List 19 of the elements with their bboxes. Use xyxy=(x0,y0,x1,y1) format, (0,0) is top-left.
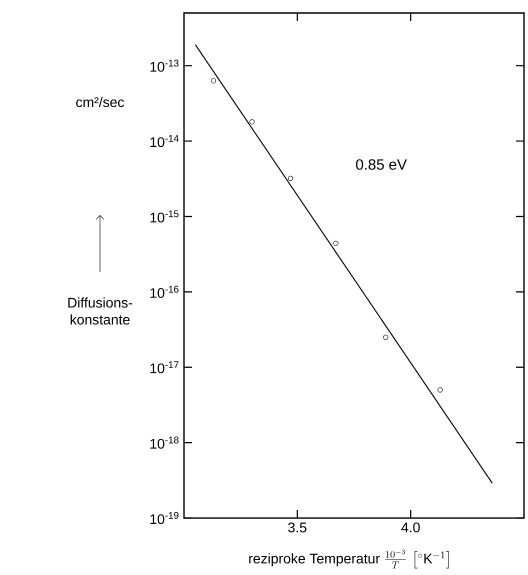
text: cm²/sec xyxy=(76,96,124,108)
point xyxy=(438,387,443,393)
y-axis-title: Diffusions-konstante xyxy=(68,297,132,325)
y-tick-label: 10$^{-16}$ xyxy=(150,286,179,298)
point xyxy=(383,334,388,340)
y-tick-label: 10$^{-15}$ xyxy=(150,210,179,223)
x-axis-title: $\text{reziproke Temperatur }\frac{10^{-3}}{T}\,\left[{}^{\circ}\mathrm{K}^{-1}\right]$ xyxy=(249,549,449,568)
x-tick-label: 4.0 xyxy=(401,522,420,532)
annotation: 0.85 eV xyxy=(356,159,407,170)
y-tick-label: 10$^{-14}$ xyxy=(150,135,179,148)
y-tick-label: 10$^{-17}$ xyxy=(150,361,178,374)
point xyxy=(288,176,294,181)
x-tick-label: 3.5 xyxy=(288,522,306,532)
y-tick-label: 10$^{-19}$ xyxy=(150,512,179,524)
y-tick-label: 10$^{-13}$ xyxy=(150,60,179,72)
point xyxy=(249,119,255,124)
y-tick-label: 10$^{-18}$ xyxy=(150,436,179,449)
point xyxy=(333,240,338,246)
point xyxy=(210,78,216,84)
